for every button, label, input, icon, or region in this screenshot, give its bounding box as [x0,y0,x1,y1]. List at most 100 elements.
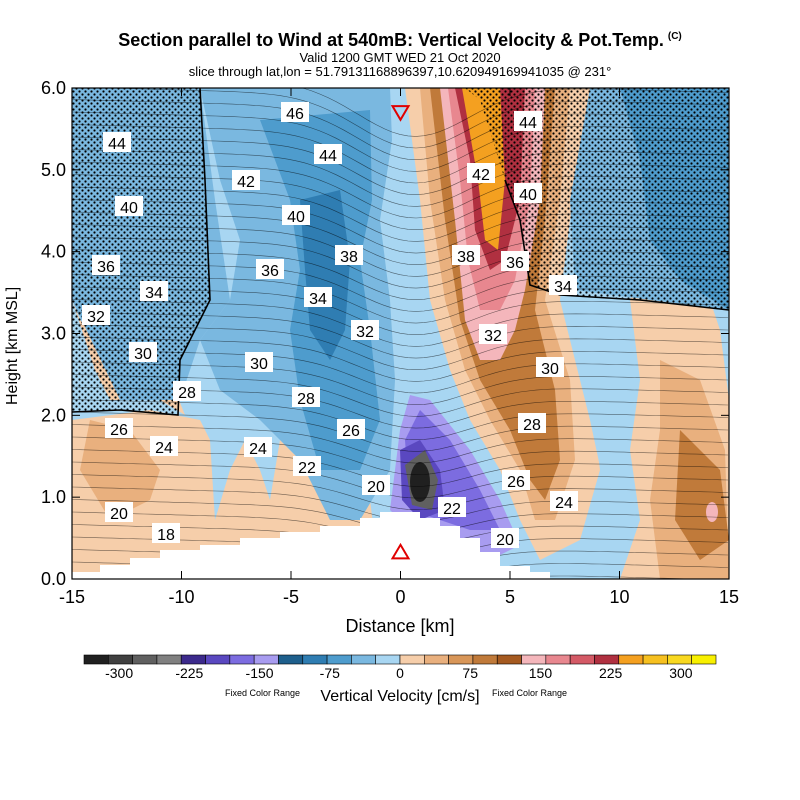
contour-label: 44 [314,144,342,165]
contour-label-box [467,163,495,183]
colorbar-swatch [83,654,109,665]
contour-label-text: 22 [443,501,461,518]
contour-label: 22 [293,456,321,477]
contour-label-text: 18 [157,527,175,544]
contour-label-text: 34 [554,279,572,296]
isentrope-line [72,274,729,324]
isentrope-line [72,424,729,464]
contour-label-text: 36 [97,259,115,276]
contour-label-text: 28 [297,391,315,408]
contour-label: 30 [245,352,273,373]
contour-label-box [536,357,564,377]
isentrope-line [72,124,729,184]
contour-label: 28 [173,381,201,402]
contour-label-text: 42 [472,167,490,184]
contour-label-box [514,183,542,203]
contour-label-box [281,102,309,122]
x-tick-label: 10 [609,587,629,607]
contour-label-text: 46 [286,106,304,123]
contour-label-box [351,320,379,340]
contour-label: 20 [105,502,133,523]
contour-label: 32 [351,320,379,341]
contour-label-text: 22 [298,460,316,477]
contour-label-box [335,245,363,265]
colorbar-swatch [180,654,206,665]
y-tick-label: 6.0 [41,78,66,98]
pink-right-spot [706,502,718,522]
contour-label-box [304,287,332,307]
contour-label-box [92,255,120,275]
contour-label-box [362,475,390,495]
contour-label-text: 34 [145,285,163,302]
contour-label-text: 26 [342,423,360,440]
colorbar-swatch [569,654,595,665]
chart-title: Section parallel to Wind at 540mB: Verti… [0,30,800,51]
colorbar-swatch [594,654,620,665]
triangle-down-marker [390,105,411,122]
contour-label-text: 20 [367,479,385,496]
contour-label: 46 [281,102,309,123]
isentrope-line [72,99,729,161]
contour-label: 38 [452,245,480,266]
contour-label-box [314,144,342,164]
stipple-boundary-left [72,88,211,416]
isentrope-line [72,311,729,359]
isentrope-line [72,474,729,511]
contour-label-box [292,387,320,407]
contour-label-box [150,436,178,456]
y-tick-label: 4.0 [41,242,66,262]
contour-label: 36 [501,251,529,272]
chart-title-text: Section parallel to Wind at 540mB: Verti… [118,30,664,50]
contour-label: 34 [304,287,332,308]
contour-label-box [549,275,577,295]
contour-label-box [105,418,133,438]
colorbar-swatch [399,654,425,665]
contour-label-box [152,523,180,543]
brown-right-core [675,430,729,560]
contour-label-text: 40 [287,209,305,226]
contour-label-text: 24 [555,495,573,512]
x-tick-label: 15 [719,587,739,607]
contour-label-text: 30 [134,346,152,363]
contour-label-box [256,259,284,279]
isentrope-line [72,224,729,277]
contour-label-text: 44 [519,115,537,132]
contour-label-box [173,381,201,401]
contour-label-text: 36 [261,263,279,280]
isentrope-line [72,186,729,242]
colorbar-swatch [375,654,401,665]
contour-label: 24 [150,436,178,457]
contour-label-text: 32 [356,324,374,341]
contour-labels: 46 44 44 44 42 42 40 40 40 38 38 36 36 36 34 34 34 32 32 32… [82,102,578,549]
contour-label-box [105,502,133,522]
isentrope-line [72,361,729,406]
y-axis-title-text: Height [km MSL] [4,286,21,405]
contour-label-box [514,111,542,131]
colorbar-tick-label: 75 [462,665,478,681]
contour-label-box [82,305,110,325]
contour-label: 40 [514,183,542,204]
colorbar-tick-label: -75 [320,665,340,681]
colorbar-swatch [108,654,133,665]
isentrope-line [72,461,729,499]
isentrope-line [72,399,729,441]
contour-label-text: 20 [496,532,514,549]
colorbar-swatch [472,654,498,665]
contour-label-box [115,196,143,216]
x-tick-label: 5 [505,587,515,607]
contour-label: 38 [335,245,363,266]
colorbar-tick-label: -150 [246,665,274,681]
y-tick-label: 3.0 [41,324,66,344]
colorbar-swatch [618,654,644,665]
colorbar-tick-label: 225 [599,665,623,681]
contour-label: 36 [256,259,284,280]
isentrope-line [72,111,729,172]
contour-label: 44 [103,132,131,153]
contour-label-text: 28 [178,385,196,402]
y-tick-label: 0.0 [41,569,66,589]
colorbar-swatch [667,654,692,665]
x-tick-label: 0 [395,587,405,607]
vertical-velocity-field [72,88,729,579]
contour-label: 24 [550,491,578,512]
copyright-mark: (C) [667,31,682,42]
